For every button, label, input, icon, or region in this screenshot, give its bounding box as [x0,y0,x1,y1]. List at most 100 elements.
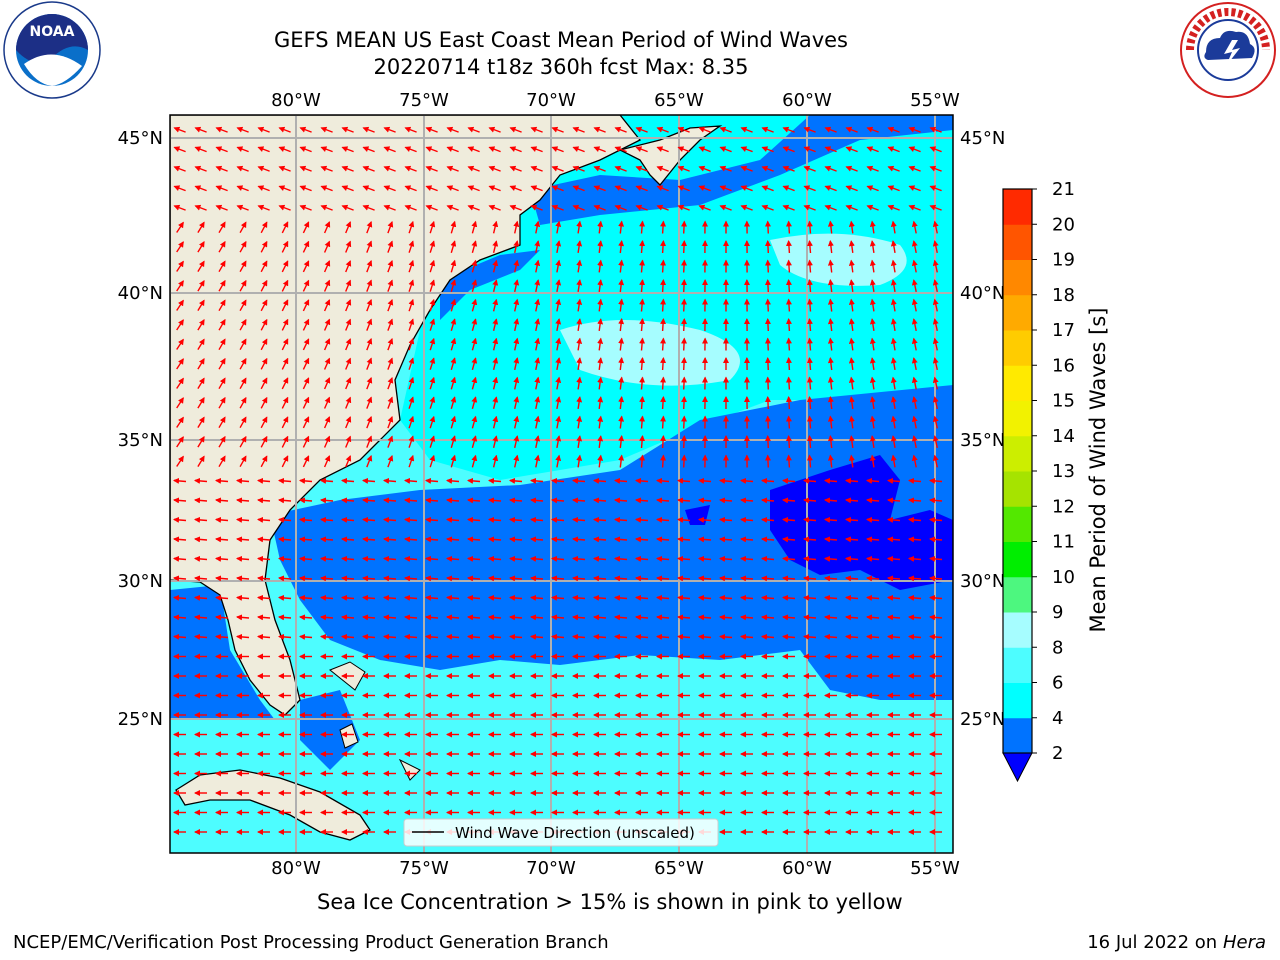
wind-wave-arrow [782,185,795,192]
wind-wave-arrow [429,318,436,331]
wind-wave-arrow [785,415,792,429]
wind-wave-arrow [681,240,688,254]
wind-wave-arrow [845,575,859,582]
wind-wave-arrow [929,185,942,192]
wind-wave-arrow [215,555,229,562]
wind-wave-arrow [597,298,604,312]
wind-wave-arrow [425,575,439,582]
colorbar-segment [1003,717,1032,754]
wind-wave-arrow [471,259,478,273]
wind-wave-arrow [761,204,774,211]
wind-wave-arrow [408,318,415,331]
wind-wave-arrow [677,146,690,153]
wind-wave-arrow [383,555,397,562]
wind-wave-arrow [740,477,754,484]
wind-wave-arrow [614,594,628,601]
wind-wave-arrow [618,259,625,273]
wind-wave-arrow [299,633,313,640]
wind-wave-arrow [530,126,543,133]
wind-wave-arrow [320,185,333,192]
lon-tick-bottom: 55°W [910,858,960,879]
wind-wave-arrow [257,536,271,543]
wind-wave-arrow [576,357,583,371]
wind-wave-arrow [824,614,838,621]
wind-wave-arrow [236,165,249,172]
wind-wave-arrow [197,221,205,233]
wind-wave-arrow [572,185,585,192]
wind-wave-arrow [660,415,667,429]
wind-wave-arrow [345,357,352,370]
wind-wave-arrow [302,455,310,468]
wind-wave-arrow [908,477,922,484]
wind-wave-arrow [656,594,670,601]
wind-wave-arrow [299,555,313,562]
wind-wave-arrow [387,220,394,234]
wind-wave-arrow [887,536,901,543]
wind-wave-arrow [827,396,834,410]
wind-wave-arrow [719,165,732,172]
wind-wave-arrow [635,594,649,601]
wind-wave-arrow [236,555,250,562]
wind-wave-arrow [890,298,897,312]
wind-wave-arrow [425,516,439,523]
wind-wave-arrow [911,318,918,332]
wind-wave-arrow [869,357,876,371]
wind-wave-arrow [555,415,562,429]
wind-wave-arrow [681,298,688,312]
wind-wave-arrow [278,185,291,192]
wind-wave-arrow [866,185,879,192]
colorbar-tick-label: 14 [1052,426,1075,447]
wind-wave-arrow [555,298,562,312]
wind-wave-arrow [215,497,229,504]
wind-wave-arrow [239,260,247,273]
wind-wave-arrow [866,126,879,133]
wave-region-darkblue [770,455,953,590]
wind-wave-arrow [806,279,813,293]
wind-wave-arrow [824,594,838,601]
wind-wave-arrow [218,240,226,253]
wind-wave-arrow [719,614,733,621]
lat-tick-right: 30°N [960,571,1005,592]
colorbar-tick-label: 20 [1052,214,1075,235]
wind-wave-arrow [660,376,667,390]
wind-wave-arrow [530,146,543,153]
wind-wave-arrow [239,299,247,312]
wind-wave-arrow [681,376,688,390]
wind-wave-arrow [845,633,859,640]
wind-wave-arrow [551,146,564,153]
wind-wave-arrow [387,357,394,370]
wind-wave-arrow [509,516,523,523]
wind-wave-arrow [824,126,837,133]
wind-wave-arrow [450,396,457,409]
wind-wave-arrow [764,298,771,312]
wind-wave-arrow [471,318,478,331]
wind-wave-arrow [614,633,628,640]
wind-wave-arrow [576,435,583,449]
wind-wave-arrow [576,376,583,390]
wind-wave-arrow [576,279,583,293]
wind-wave-arrow [908,555,922,562]
wind-wave-arrow [869,298,876,312]
colorbar-tick-label: 17 [1052,320,1075,341]
wind-wave-arrow [281,435,289,448]
lon-tick-bottom: 70°W [526,858,576,879]
wind-wave-arrow [848,240,855,253]
wind-wave-arrow [260,338,268,351]
wind-wave-arrow [299,146,312,153]
wind-wave-arrow [215,633,229,640]
wind-wave-arrow [197,260,205,272]
wind-wave-arrow [488,594,502,601]
colorbar-tick-label: 11 [1052,532,1075,553]
wind-wave-arrow [471,279,478,292]
wind-wave-arrow [635,146,648,153]
wind-wave-arrow [761,516,775,523]
wind-wave-arrow [572,204,585,211]
wind-wave-arrow [341,555,355,562]
wind-wave-arrow [681,337,688,351]
wind-wave-arrow [260,357,268,370]
wind-wave-arrow [593,146,606,153]
wind-wave-arrow [551,477,565,484]
wind-wave-arrow [845,614,859,621]
wind-wave-arrow [593,126,606,133]
wind-wave-arrow [597,415,604,429]
